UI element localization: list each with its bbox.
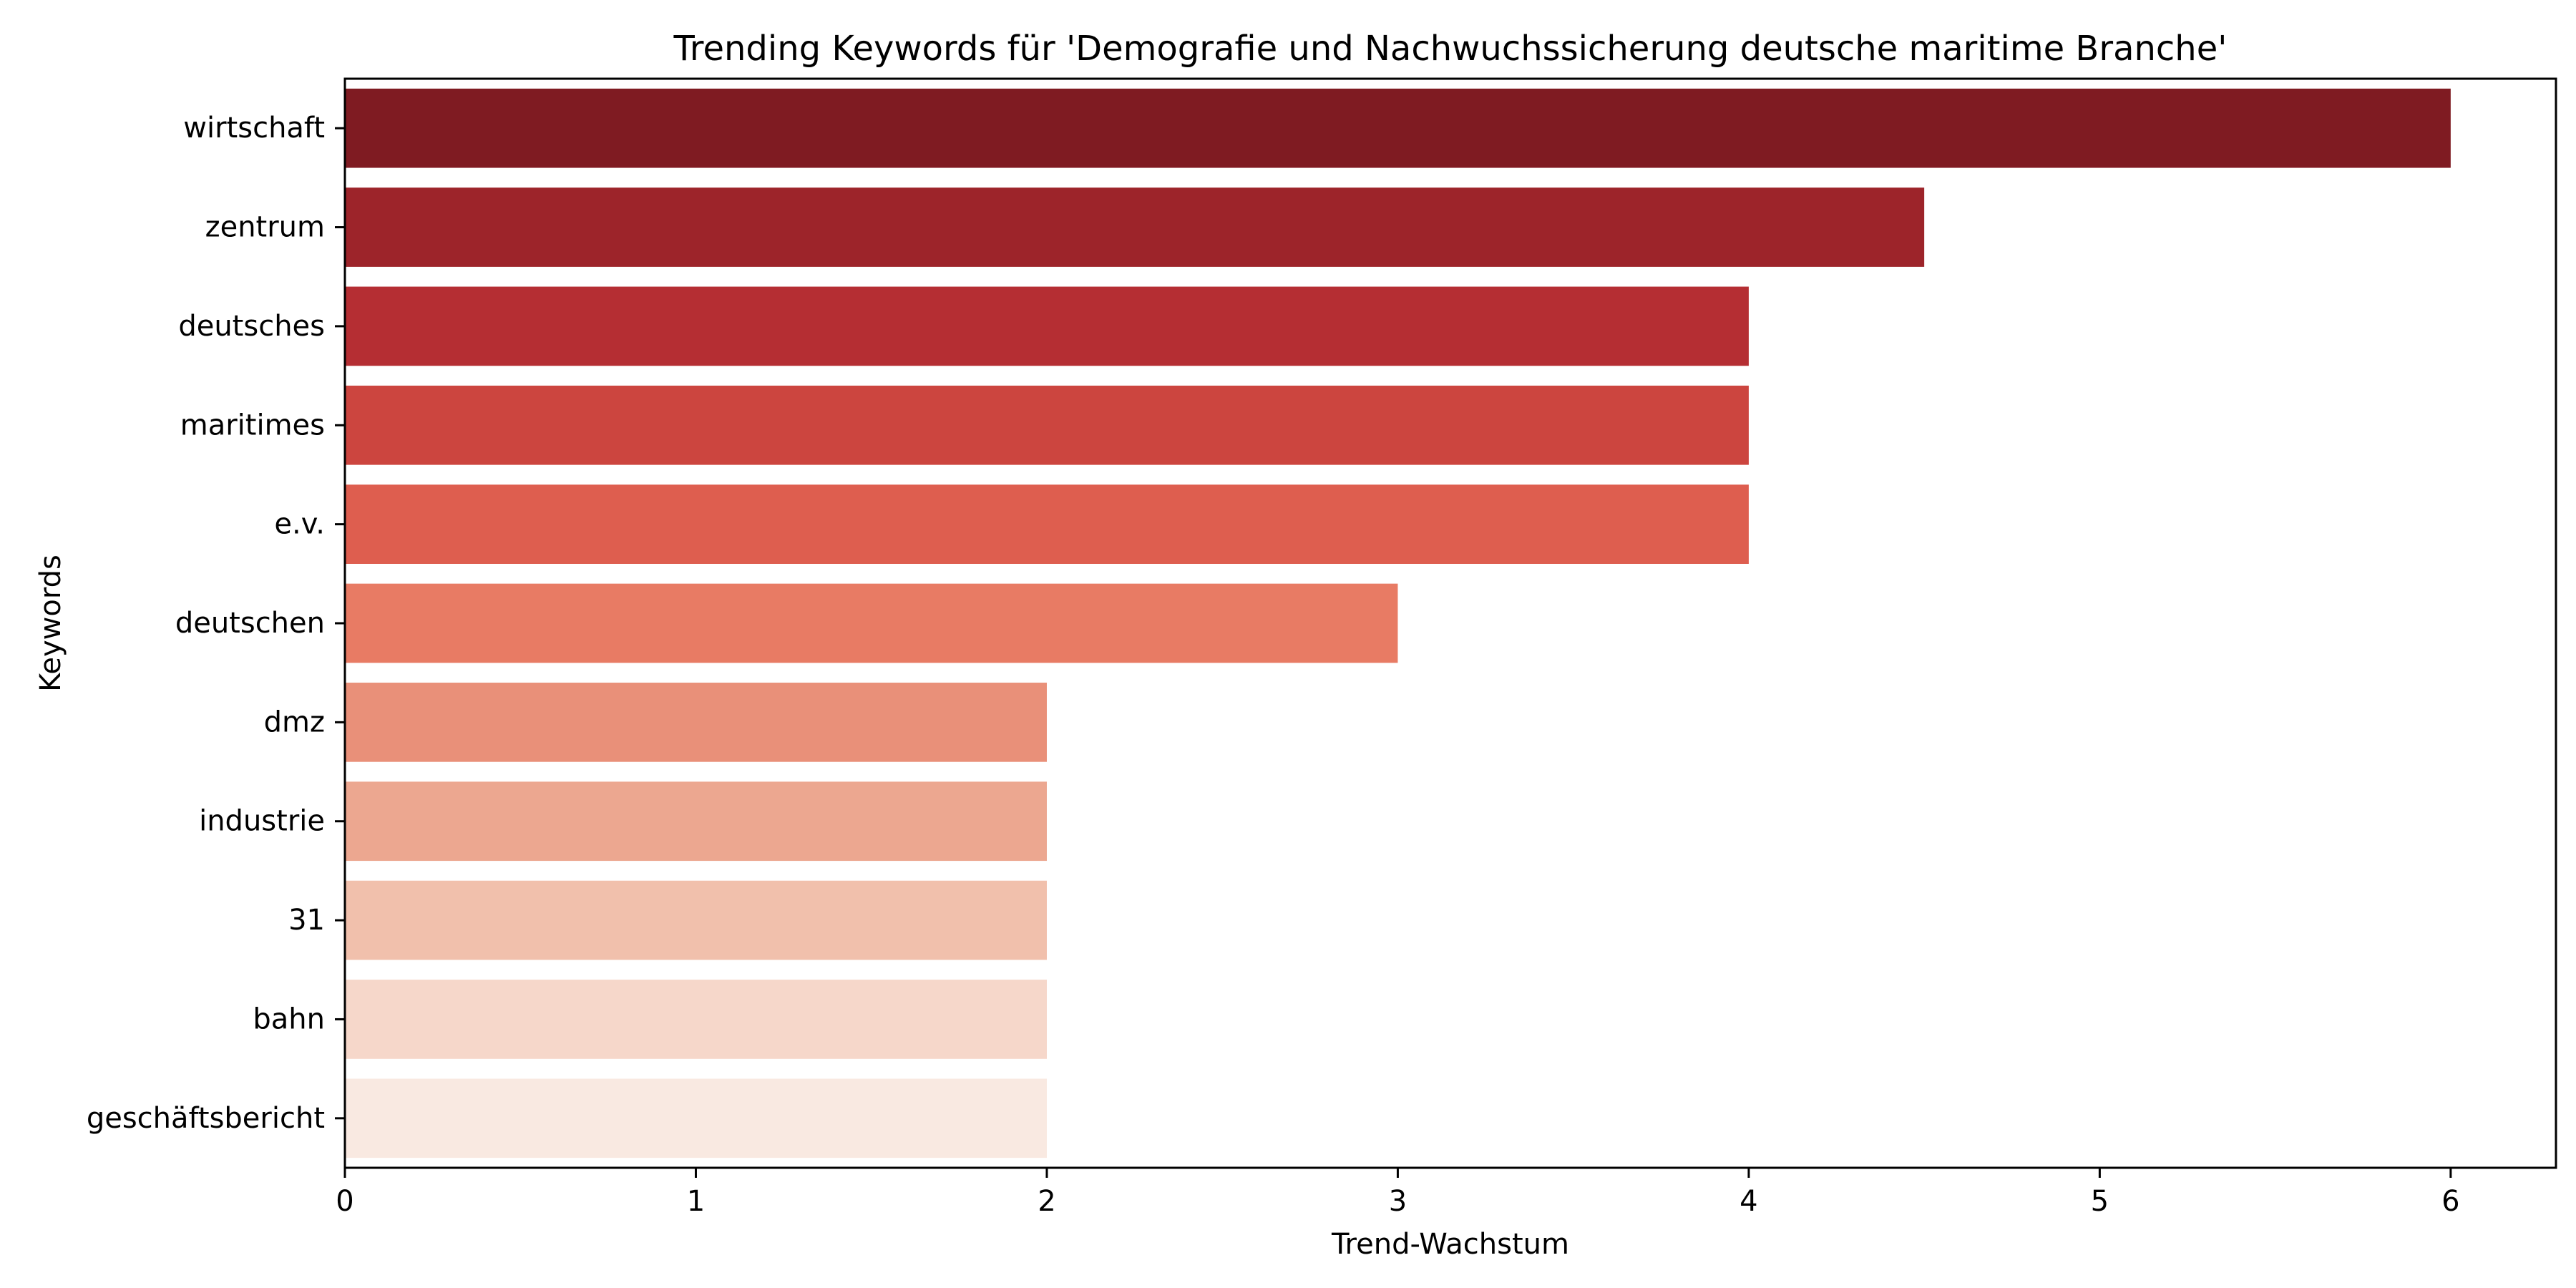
y-tick-label: bahn — [253, 1002, 325, 1035]
y-tick-label: deutschen — [175, 607, 325, 640]
y-axis-ticks: wirtschaft zentrum deutsches maritimes e.v. d… — [87, 112, 345, 1135]
bar-zentrum — [345, 187, 1925, 267]
y-tick-label: e.v. — [274, 508, 325, 541]
bar-industrie — [345, 781, 1047, 862]
bar-wirtschaft — [345, 88, 2451, 168]
x-tick-label: 4 — [1740, 1185, 1757, 1218]
x-axis-title: Trend-Wachstum — [1331, 1228, 1569, 1261]
y-tick-label: geschäftsbericht — [87, 1102, 325, 1135]
x-tick-label: 5 — [2091, 1185, 2109, 1218]
bar-deutschen — [345, 583, 1398, 663]
bar-maritimes — [345, 385, 1749, 465]
y-axis-title: Keywords — [34, 555, 67, 692]
x-axis-ticks: 0 1 2 3 4 5 6 — [336, 1168, 2460, 1218]
y-tick-label: wirtschaft — [183, 112, 325, 145]
bar-dmz — [345, 683, 1047, 762]
chart-title: Trending Keywords für 'Demografie und Na… — [673, 29, 2228, 69]
y-tick-label: zentrum — [205, 211, 325, 244]
y-tick-label: 31 — [288, 904, 325, 937]
x-tick-label: 3 — [1389, 1185, 1407, 1218]
plot-frame — [343, 77, 2557, 1169]
bar-deutsches — [345, 286, 1749, 366]
x-tick-label: 0 — [336, 1185, 353, 1218]
x-tick-label: 2 — [1038, 1185, 1055, 1218]
x-tick-label: 1 — [687, 1185, 705, 1218]
y-tick-label: industrie — [199, 805, 325, 838]
x-tick-label: 6 — [2441, 1185, 2459, 1218]
bar-e.v. — [345, 484, 1749, 564]
bar-bahn — [345, 980, 1047, 1059]
y-tick-label: deutsches — [178, 310, 325, 343]
y-tick-label: maritimes — [180, 409, 325, 441]
bars — [345, 88, 2451, 1158]
y-tick-label: dmz — [264, 706, 325, 738]
bar-geschäftsbericht — [345, 1078, 1047, 1158]
bar-31 — [345, 880, 1047, 960]
